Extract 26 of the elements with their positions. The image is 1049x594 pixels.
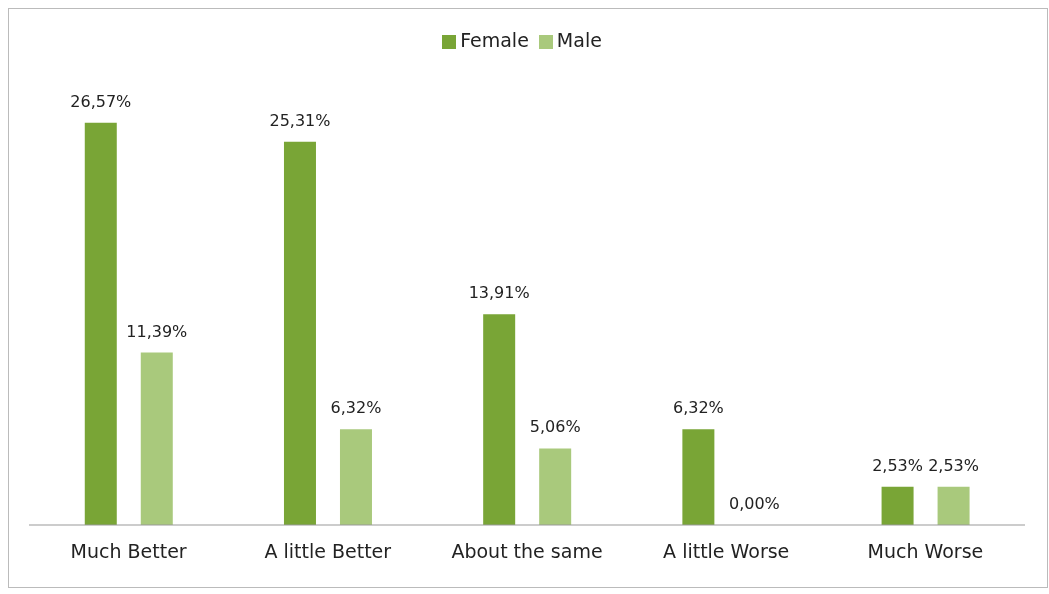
bar [483, 314, 516, 525]
data-label: 0,00% [728, 493, 780, 513]
bar [339, 429, 372, 525]
data-label: 5,06% [529, 417, 581, 437]
bar [283, 141, 316, 525]
x-tick-label: About the same [451, 540, 603, 563]
data-label: 25,31% [269, 110, 331, 130]
x-tick-label: Much Worse [867, 540, 984, 563]
data-label: 6,32% [672, 398, 724, 418]
bar [881, 486, 914, 525]
bar [140, 352, 173, 525]
data-label: 26,57% [70, 91, 132, 111]
legend-label: Male [556, 29, 602, 51]
bar [937, 486, 970, 525]
bar [84, 122, 117, 525]
x-tick-label: Much Better [70, 540, 187, 563]
x-tick-label: A little Worse [663, 540, 790, 563]
x-tick-label: A little Better [264, 540, 392, 563]
legend-label: Female [460, 29, 529, 51]
data-label: 13,91% [468, 283, 530, 303]
data-label: 2,53% [872, 455, 923, 475]
bar [682, 429, 715, 525]
data-label: 11,39% [126, 321, 188, 341]
data-label: 6,32% [330, 398, 382, 418]
bar [539, 448, 572, 525]
data-label: 2,53% [928, 455, 979, 475]
